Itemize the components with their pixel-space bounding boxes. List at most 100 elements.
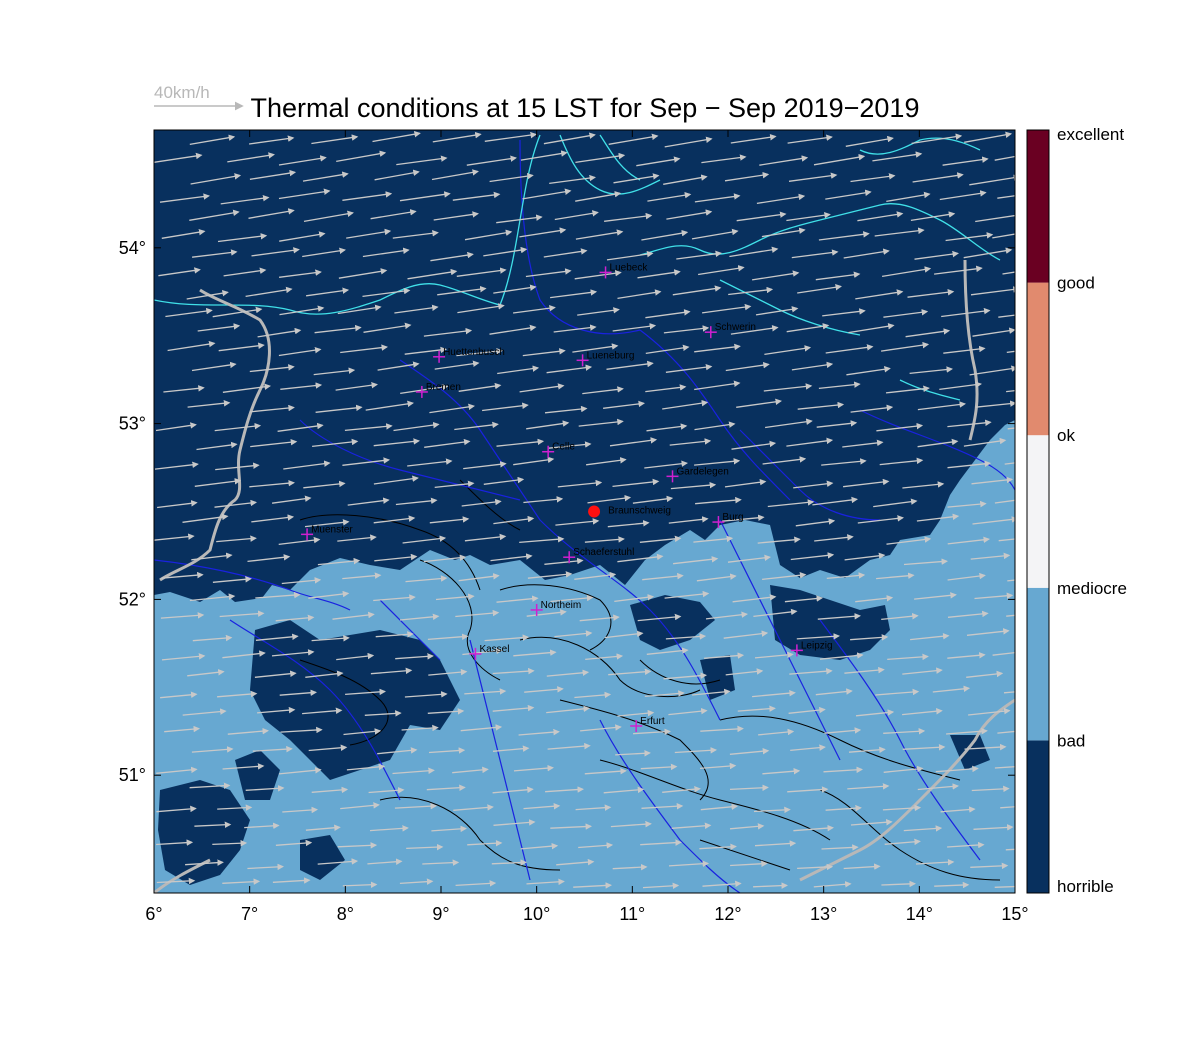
wind-arrow — [994, 766, 1015, 769]
wind-arrow — [945, 232, 994, 242]
wind-arrow — [337, 304, 382, 315]
wind-arrow — [818, 231, 870, 241]
wind-arrow — [370, 667, 413, 675]
wind-arrow — [757, 536, 801, 544]
wind-arrow — [644, 460, 688, 469]
map-title: Thermal conditions at 15 LST for Sep − S… — [251, 93, 920, 123]
wind-arrow — [907, 289, 955, 298]
wind-arrow — [584, 536, 625, 543]
wind-arrow — [994, 885, 1015, 888]
wind-arrow — [579, 614, 620, 622]
wind-arrow — [994, 499, 1015, 504]
wind-arrow — [466, 155, 517, 166]
wind-arrow — [282, 806, 318, 814]
wind-arrow — [732, 594, 777, 603]
city-marker: Leipzig — [790, 640, 833, 657]
city-label: Schaeferstuhl — [573, 547, 634, 558]
wind-arrow — [435, 593, 475, 601]
wind-arrow — [458, 382, 502, 392]
wind-arrow — [610, 820, 652, 828]
wind-arrow — [736, 211, 787, 222]
wind-arrow — [452, 191, 501, 201]
axis-ticks: 6° 7° 8° 9° 10° 11° 12° 13° 14° 15° 51° 52° 53° 54° — [119, 130, 1029, 924]
coast-line — [559, 134, 661, 195]
wind-arrow — [818, 381, 861, 390]
wind-arrow — [215, 462, 260, 471]
wind-arrow — [608, 668, 652, 676]
wind-arrow — [637, 613, 682, 622]
city-marker: Erfurt — [630, 716, 665, 732]
wind-arrow — [513, 456, 555, 466]
river-line — [599, 719, 741, 893]
wind-arrow — [909, 366, 953, 375]
wind-arrow — [550, 823, 593, 830]
x-tick-label: 12° — [714, 904, 741, 924]
city-label: Muenster — [311, 524, 353, 535]
wind-arrow — [1007, 427, 1015, 430]
wind-arrow — [821, 458, 867, 466]
river-line — [739, 429, 881, 521]
wind-arrow — [526, 609, 567, 617]
wind-arrow — [374, 169, 420, 181]
wind-arrow — [666, 209, 713, 220]
wind-arrow — [636, 156, 681, 167]
wind-arrow — [156, 839, 194, 846]
wind-arrow — [191, 552, 233, 561]
wind-arrow — [815, 271, 861, 281]
x-tick-label: 11° — [619, 904, 645, 924]
wind-arrow — [461, 498, 502, 507]
wind-arrow — [641, 802, 684, 810]
wind-arrow — [875, 688, 920, 696]
wind-arrow — [157, 500, 198, 509]
wind-arrow — [664, 136, 713, 148]
wind-arrow — [306, 287, 350, 297]
wind-arrow — [557, 479, 603, 488]
wind-arrow — [155, 422, 197, 432]
wind-arrow — [640, 839, 682, 846]
city-marker: Northeim — [530, 600, 581, 616]
x-tick-label: 13° — [810, 904, 837, 924]
wind-arrow — [786, 437, 834, 447]
home-site-marker: Braunschweig — [588, 505, 671, 518]
wind-arrow — [460, 724, 503, 732]
wind-arrow — [797, 863, 834, 871]
wind-arrow — [340, 344, 388, 354]
wind-arrow — [632, 495, 674, 504]
border-line — [963, 259, 979, 441]
wind-arrow — [362, 247, 410, 258]
wind-arrow — [548, 441, 592, 449]
wind-arrow — [971, 476, 1014, 485]
wind-arrow — [483, 476, 525, 485]
wind-arrow — [963, 437, 1007, 447]
y-tick-label: 54° — [119, 238, 146, 258]
city-marker: Kassel — [469, 644, 509, 660]
wind-arrow — [879, 457, 924, 466]
colorbar-label: mediocre — [1057, 579, 1127, 598]
wind-arrow — [317, 858, 359, 865]
wind-arrow — [573, 882, 612, 889]
wind-arrow — [212, 576, 252, 583]
wind-arrow — [428, 747, 466, 754]
colorbar-label: ok — [1057, 426, 1075, 445]
wind-arrow — [881, 341, 930, 352]
wind-arrow — [939, 190, 987, 201]
wind-arrow — [823, 766, 863, 774]
colorbar-segment — [1027, 130, 1049, 283]
wind-arrow — [575, 804, 612, 811]
wind-arrow — [520, 842, 559, 850]
wind-arrow — [902, 667, 943, 675]
wind-arrow — [844, 666, 885, 674]
wind-arrow — [302, 247, 346, 258]
wind-arrow — [609, 437, 658, 447]
wind-arrow — [645, 384, 687, 393]
wind-arrow — [346, 763, 386, 771]
wind-arrow — [910, 632, 950, 641]
home-site-dot — [588, 505, 601, 518]
wind-arrow — [489, 324, 537, 335]
wind-arrow — [694, 193, 741, 203]
wind-arrow — [791, 361, 834, 371]
wind-arrow — [753, 608, 798, 618]
wind-arrow — [969, 365, 1015, 376]
wind-arrow — [428, 668, 468, 676]
wind-arrow — [492, 745, 530, 752]
